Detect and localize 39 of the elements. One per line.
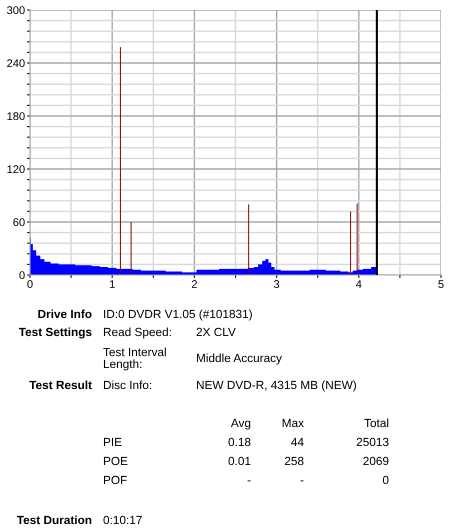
x-tick-label: 1: [110, 280, 115, 288]
text: Total: [364, 418, 388, 428]
text: 258: [284, 456, 304, 466]
text: 0: [382, 476, 389, 484]
text: -: [248, 480, 250, 482]
text: 44: [291, 438, 304, 446]
y-tick-label: 300: [7, 6, 25, 14]
text: Avg: [230, 418, 250, 430]
y-tick-label: 0: [19, 271, 25, 280]
x-tick-label: 2: [192, 280, 197, 288]
y-tick-label: 240: [7, 59, 25, 68]
text: 0.01: [228, 456, 250, 466]
text: Test Interval Length:: [103, 348, 166, 370]
text: -: [300, 480, 304, 482]
text: POF: [104, 476, 127, 484]
text: 25013: [356, 438, 388, 446]
text: 2069: [363, 456, 388, 466]
x-tick-label: 4: [356, 280, 362, 288]
x-tick-label: 5: [438, 280, 444, 288]
text: Middle Accuracy: [196, 353, 282, 365]
text: NEW DVD-R, 4315 MB (NEW): [196, 380, 356, 392]
text: 0.18: [228, 438, 250, 446]
text: PIE: [104, 438, 122, 446]
text: ID:0 DVDR V1.05 (#101831): [104, 309, 252, 320]
x-tick-label: 0: [27, 280, 33, 288]
text: POE: [104, 456, 128, 466]
text: Drive Info: [38, 309, 92, 318]
text: Test Duration: [16, 515, 92, 524]
text: Read Speed:: [104, 327, 171, 339]
text: Disc Info:: [104, 380, 152, 390]
y-tick-label: 180: [7, 112, 25, 120]
text: 0:10:17: [103, 516, 142, 524]
y-tick-label: 120: [7, 165, 25, 174]
text: Test Settings: [18, 327, 92, 339]
text: 2X CLV: [196, 328, 236, 336]
x-tick-label: 3: [274, 280, 280, 288]
text: Test Result: [29, 380, 92, 390]
y-tick-label: 60: [13, 218, 25, 226]
text: Max: [282, 418, 304, 428]
